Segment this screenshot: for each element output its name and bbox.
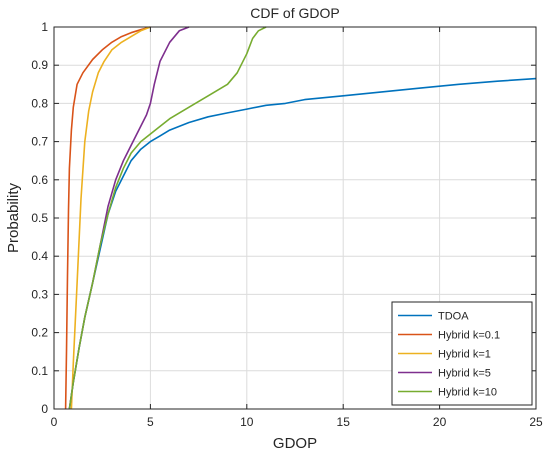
legend-entry: Hybrid k=10 bbox=[438, 387, 497, 399]
legend: TDOA Hybrid k=0.1 Hybrid k=1 Hybrid k=5 Hybr… bbox=[391, 301, 533, 406]
y-tick-label: 0.5 bbox=[31, 211, 48, 225]
y-tick-label: 0.7 bbox=[31, 135, 48, 149]
series-line-5 bbox=[68, 26, 267, 410]
y-tick-label: 0.2 bbox=[31, 326, 48, 340]
series-line-3 bbox=[70, 26, 151, 410]
y-tick-label: 0 bbox=[41, 402, 48, 416]
y-tick-label: 0.4 bbox=[31, 249, 48, 263]
legend-entry: TDOA bbox=[438, 311, 469, 323]
legend-entry: Hybrid k=5 bbox=[438, 368, 491, 380]
legend-entry: Hybrid k=0.1 bbox=[438, 330, 500, 342]
x-tick-label: 15 bbox=[337, 415, 351, 429]
x-tick-label: 0 bbox=[51, 415, 58, 429]
x-tick-label: 20 bbox=[433, 415, 447, 429]
legend-entry: Hybrid k=1 bbox=[438, 349, 491, 361]
x-tick-label: 25 bbox=[529, 415, 543, 429]
series-lines bbox=[64, 26, 537, 410]
series-line-2 bbox=[64, 26, 151, 410]
y-tick-label: 0.9 bbox=[31, 58, 48, 72]
y-tick-label: 0.3 bbox=[31, 287, 48, 301]
y-tick-label: 0.6 bbox=[31, 173, 48, 187]
x-tick-label: 10 bbox=[240, 415, 254, 429]
chart-title: CDF of GDOP bbox=[250, 5, 339, 21]
y-tick-label: 0.8 bbox=[31, 96, 48, 110]
y-axis-label: Probability bbox=[5, 182, 22, 253]
x-tick-label: 5 bbox=[147, 415, 154, 429]
y-tick-label: 1 bbox=[41, 20, 48, 34]
y-tick-label: 0.1 bbox=[31, 364, 48, 378]
axes: 0 5 10 15 20 25 0 0.1 0.2 0.3 0.4 0.5 0.6 0.7 0.8 0.9 1 bbox=[31, 20, 543, 429]
x-axis-label: GDOP bbox=[273, 435, 317, 452]
